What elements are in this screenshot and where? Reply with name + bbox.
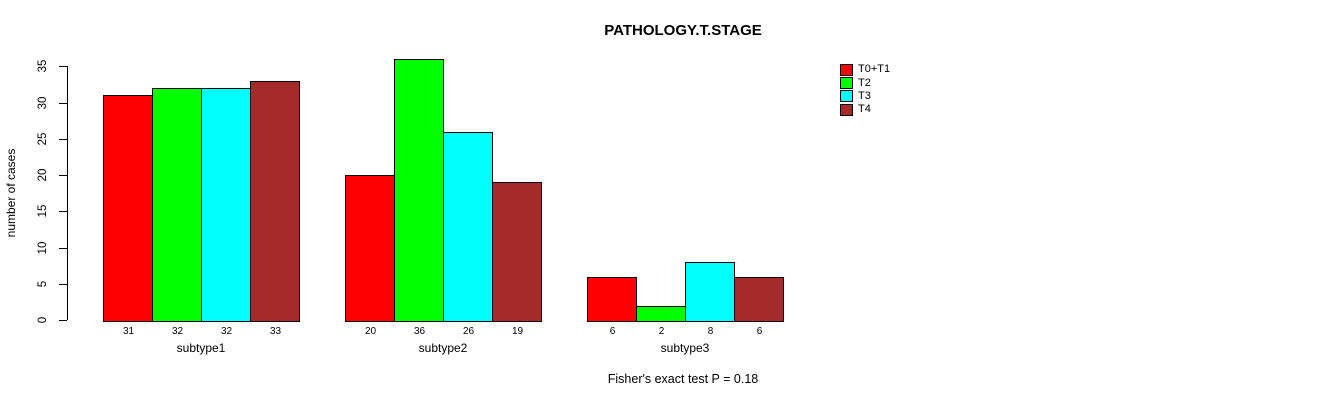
legend: T0+T1 T2 T3 T4 bbox=[840, 63, 890, 117]
y-axis-tick-label: 30 bbox=[37, 96, 49, 109]
legend-row: T4 bbox=[840, 103, 890, 116]
y-axis-tick bbox=[59, 320, 67, 322]
y-axis-tick bbox=[59, 211, 67, 213]
bar-value-label: 36 bbox=[413, 326, 426, 337]
bar bbox=[345, 175, 395, 322]
bar-value-label: 8 bbox=[707, 326, 714, 337]
bar-value-label: 33 bbox=[269, 326, 282, 337]
legend-label: T4 bbox=[858, 103, 871, 116]
y-axis-tick-label: 35 bbox=[37, 59, 49, 73]
bar bbox=[394, 59, 444, 322]
y-axis-tick bbox=[59, 138, 67, 140]
bar bbox=[152, 88, 202, 322]
y-axis-tick bbox=[59, 102, 67, 104]
bar bbox=[636, 305, 686, 322]
y-axis-tick-label: 5 bbox=[37, 280, 49, 287]
bar-value-label: 32 bbox=[220, 326, 233, 337]
bar bbox=[103, 95, 153, 322]
y-axis-tick-label: 15 bbox=[37, 204, 49, 218]
footer-note: Fisher's exact test P = 0.18 bbox=[607, 372, 759, 386]
legend-swatch bbox=[840, 77, 853, 90]
bar-value-label: 6 bbox=[756, 326, 763, 337]
bar-value-label: 20 bbox=[364, 326, 377, 337]
y-axis-tick-label: 20 bbox=[37, 168, 49, 182]
chart-title: PATHOLOGY.T.STAGE bbox=[604, 22, 762, 39]
legend-row: T0+T1 bbox=[840, 63, 890, 76]
y-axis-tick bbox=[59, 283, 67, 285]
bar-value-label: 19 bbox=[511, 326, 524, 337]
category-label: subtype2 bbox=[418, 341, 468, 355]
y-axis-tick-label: 0 bbox=[37, 316, 49, 324]
y-axis-tick bbox=[59, 175, 67, 177]
bar bbox=[587, 276, 637, 322]
bar-value-label: 2 bbox=[658, 326, 665, 337]
y-axis-label: number of cases bbox=[4, 148, 18, 238]
category-label: subtype3 bbox=[660, 341, 710, 355]
y-axis-tick bbox=[59, 247, 67, 249]
legend-label: T0+T1 bbox=[858, 63, 891, 76]
y-axis-tick-label: 25 bbox=[37, 132, 49, 146]
legend-swatch bbox=[840, 63, 853, 76]
legend-swatch bbox=[840, 90, 853, 103]
bar-value-label: 31 bbox=[122, 326, 135, 337]
bar bbox=[201, 88, 251, 322]
bar bbox=[685, 262, 735, 322]
legend-label: T3 bbox=[858, 89, 871, 102]
legend-swatch bbox=[840, 103, 853, 116]
bar-value-label: 26 bbox=[462, 326, 475, 337]
legend-row: T2 bbox=[840, 76, 890, 90]
bar bbox=[492, 182, 542, 322]
legend-row: T3 bbox=[840, 90, 890, 103]
bar bbox=[443, 131, 493, 322]
y-axis-tick bbox=[59, 66, 67, 68]
bar-value-label: 6 bbox=[609, 326, 616, 337]
y-axis-line bbox=[67, 66, 69, 320]
bar bbox=[250, 80, 300, 322]
legend-label: T2 bbox=[858, 76, 871, 89]
bar bbox=[734, 276, 784, 322]
y-axis-tick-label: 10 bbox=[37, 241, 49, 254]
bar-value-label: 32 bbox=[171, 326, 184, 337]
category-label: subtype1 bbox=[176, 341, 226, 355]
